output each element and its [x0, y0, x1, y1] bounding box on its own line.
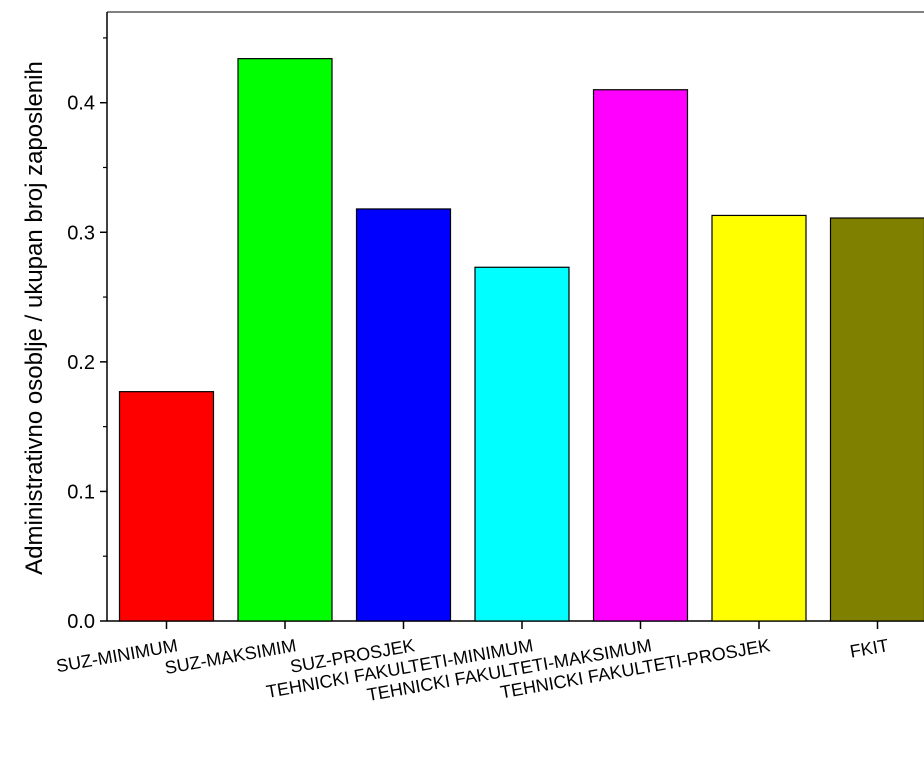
x-axis-ticks: SUZ-MINIMUMSUZ-MAKSIMIMSUZ-PROSJEKTEHNIC… — [55, 621, 890, 705]
x-category-label: FKIT — [848, 635, 890, 661]
bar-7 — [829, 217, 924, 622]
bars — [118, 58, 924, 622]
bar-6 — [711, 214, 807, 622]
y-tick-label: 0.4 — [67, 93, 95, 115]
x-category-label: SUZ-MAKSIMIM — [163, 635, 297, 678]
x-category-label: SUZ-MINIMUM — [55, 635, 180, 676]
y-tick-label: 0.3 — [67, 222, 95, 244]
y-axis-ticks: 0.0 0.1 0.2 0.3 0.4 — [67, 37, 107, 633]
y-axis-title: Administrativno osoblje / ukupan broj za… — [21, 61, 48, 575]
bar-2 — [237, 58, 333, 622]
bar-3 — [355, 208, 452, 622]
bar-5 — [592, 89, 689, 622]
bar-1 — [118, 391, 215, 622]
bar-4 — [474, 266, 570, 622]
y-tick-label: 0.2 — [67, 352, 95, 374]
y-tick-label: 0.1 — [67, 481, 95, 503]
y-tick-label: 0.0 — [67, 611, 95, 633]
